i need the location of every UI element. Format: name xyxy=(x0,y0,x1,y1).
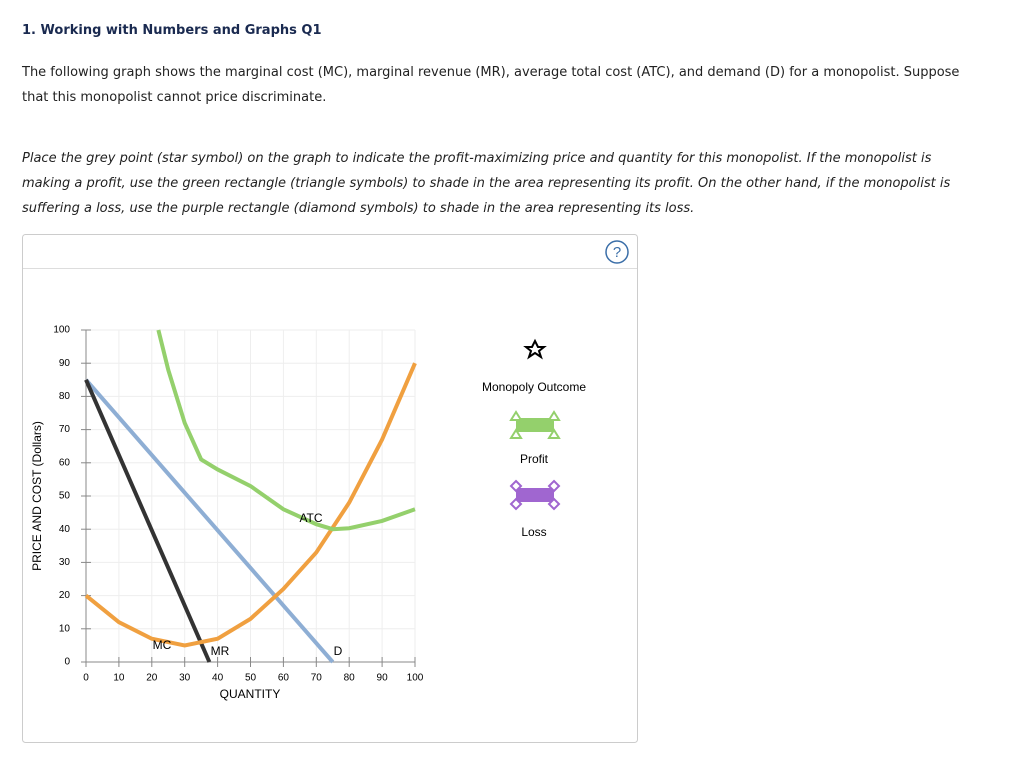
x-tick-label: 0 xyxy=(83,673,89,684)
tool-label: Profit xyxy=(520,452,549,466)
tool-label: Monopoly Outcome xyxy=(482,380,586,394)
triangle[interactable] xyxy=(509,428,523,439)
curve-label: MC xyxy=(153,638,172,652)
y-tick-label: 100 xyxy=(53,325,70,336)
graph-frame xyxy=(22,234,638,743)
curve xyxy=(156,329,416,532)
y-tick-label: 0 xyxy=(64,657,70,668)
loss-tool[interactable] xyxy=(509,479,561,511)
x-tick-label: 40 xyxy=(212,673,224,684)
loss-rect[interactable] xyxy=(516,488,554,502)
y-tick-label: 80 xyxy=(59,391,71,402)
triangle[interactable] xyxy=(547,410,561,421)
diamond[interactable] xyxy=(509,479,523,493)
x-axis-label: QUANTITY xyxy=(220,687,281,701)
star-icon[interactable] xyxy=(523,338,547,360)
curve xyxy=(84,362,417,648)
y-tick-label: 60 xyxy=(59,457,71,468)
x-tick-label: 70 xyxy=(311,673,323,684)
curve xyxy=(84,378,212,663)
star-tool[interactable] xyxy=(523,338,547,360)
triangle[interactable] xyxy=(547,428,561,439)
y-tick-label: 30 xyxy=(59,557,71,568)
x-tick-label: 50 xyxy=(245,673,257,684)
y-tick-label: 10 xyxy=(59,623,71,634)
y-axis-label: PRICE AND COST (Dollars) xyxy=(30,421,44,571)
y-tick-label: 70 xyxy=(59,424,71,435)
y-tick-label: 20 xyxy=(59,590,71,601)
profit-rect[interactable] xyxy=(516,418,554,432)
help-button[interactable] xyxy=(605,240,629,264)
instructions: Place the grey point (star symbol) on th… xyxy=(22,151,951,216)
y-tick-label: 50 xyxy=(59,491,71,502)
curve-label: MR xyxy=(211,644,230,658)
intro: The following graph shows the marginal c… xyxy=(22,65,960,105)
y-tick-label: 40 xyxy=(59,524,71,535)
x-tick-label: 90 xyxy=(377,673,389,684)
x-tick-label: 80 xyxy=(344,673,356,684)
curve-label: D xyxy=(334,644,343,658)
curve-label: ATC xyxy=(299,511,322,525)
x-tick-label: 10 xyxy=(113,673,125,684)
x-tick-label: 60 xyxy=(278,673,290,684)
diamond[interactable] xyxy=(547,479,561,493)
triangle[interactable] xyxy=(509,410,523,421)
curve xyxy=(84,378,335,664)
tool-label: Loss xyxy=(521,525,546,539)
x-tick-label: 20 xyxy=(146,673,158,684)
profit-tool[interactable] xyxy=(509,410,561,439)
title: 1. Working with Numbers and Graphs Q1 xyxy=(22,23,322,38)
diamond[interactable] xyxy=(509,497,523,511)
help-icon[interactable]: ? xyxy=(613,244,621,261)
diamond[interactable] xyxy=(547,497,561,511)
x-tick-label: 100 xyxy=(407,673,424,684)
y-tick-label: 90 xyxy=(59,358,71,369)
x-tick-label: 30 xyxy=(179,673,191,684)
